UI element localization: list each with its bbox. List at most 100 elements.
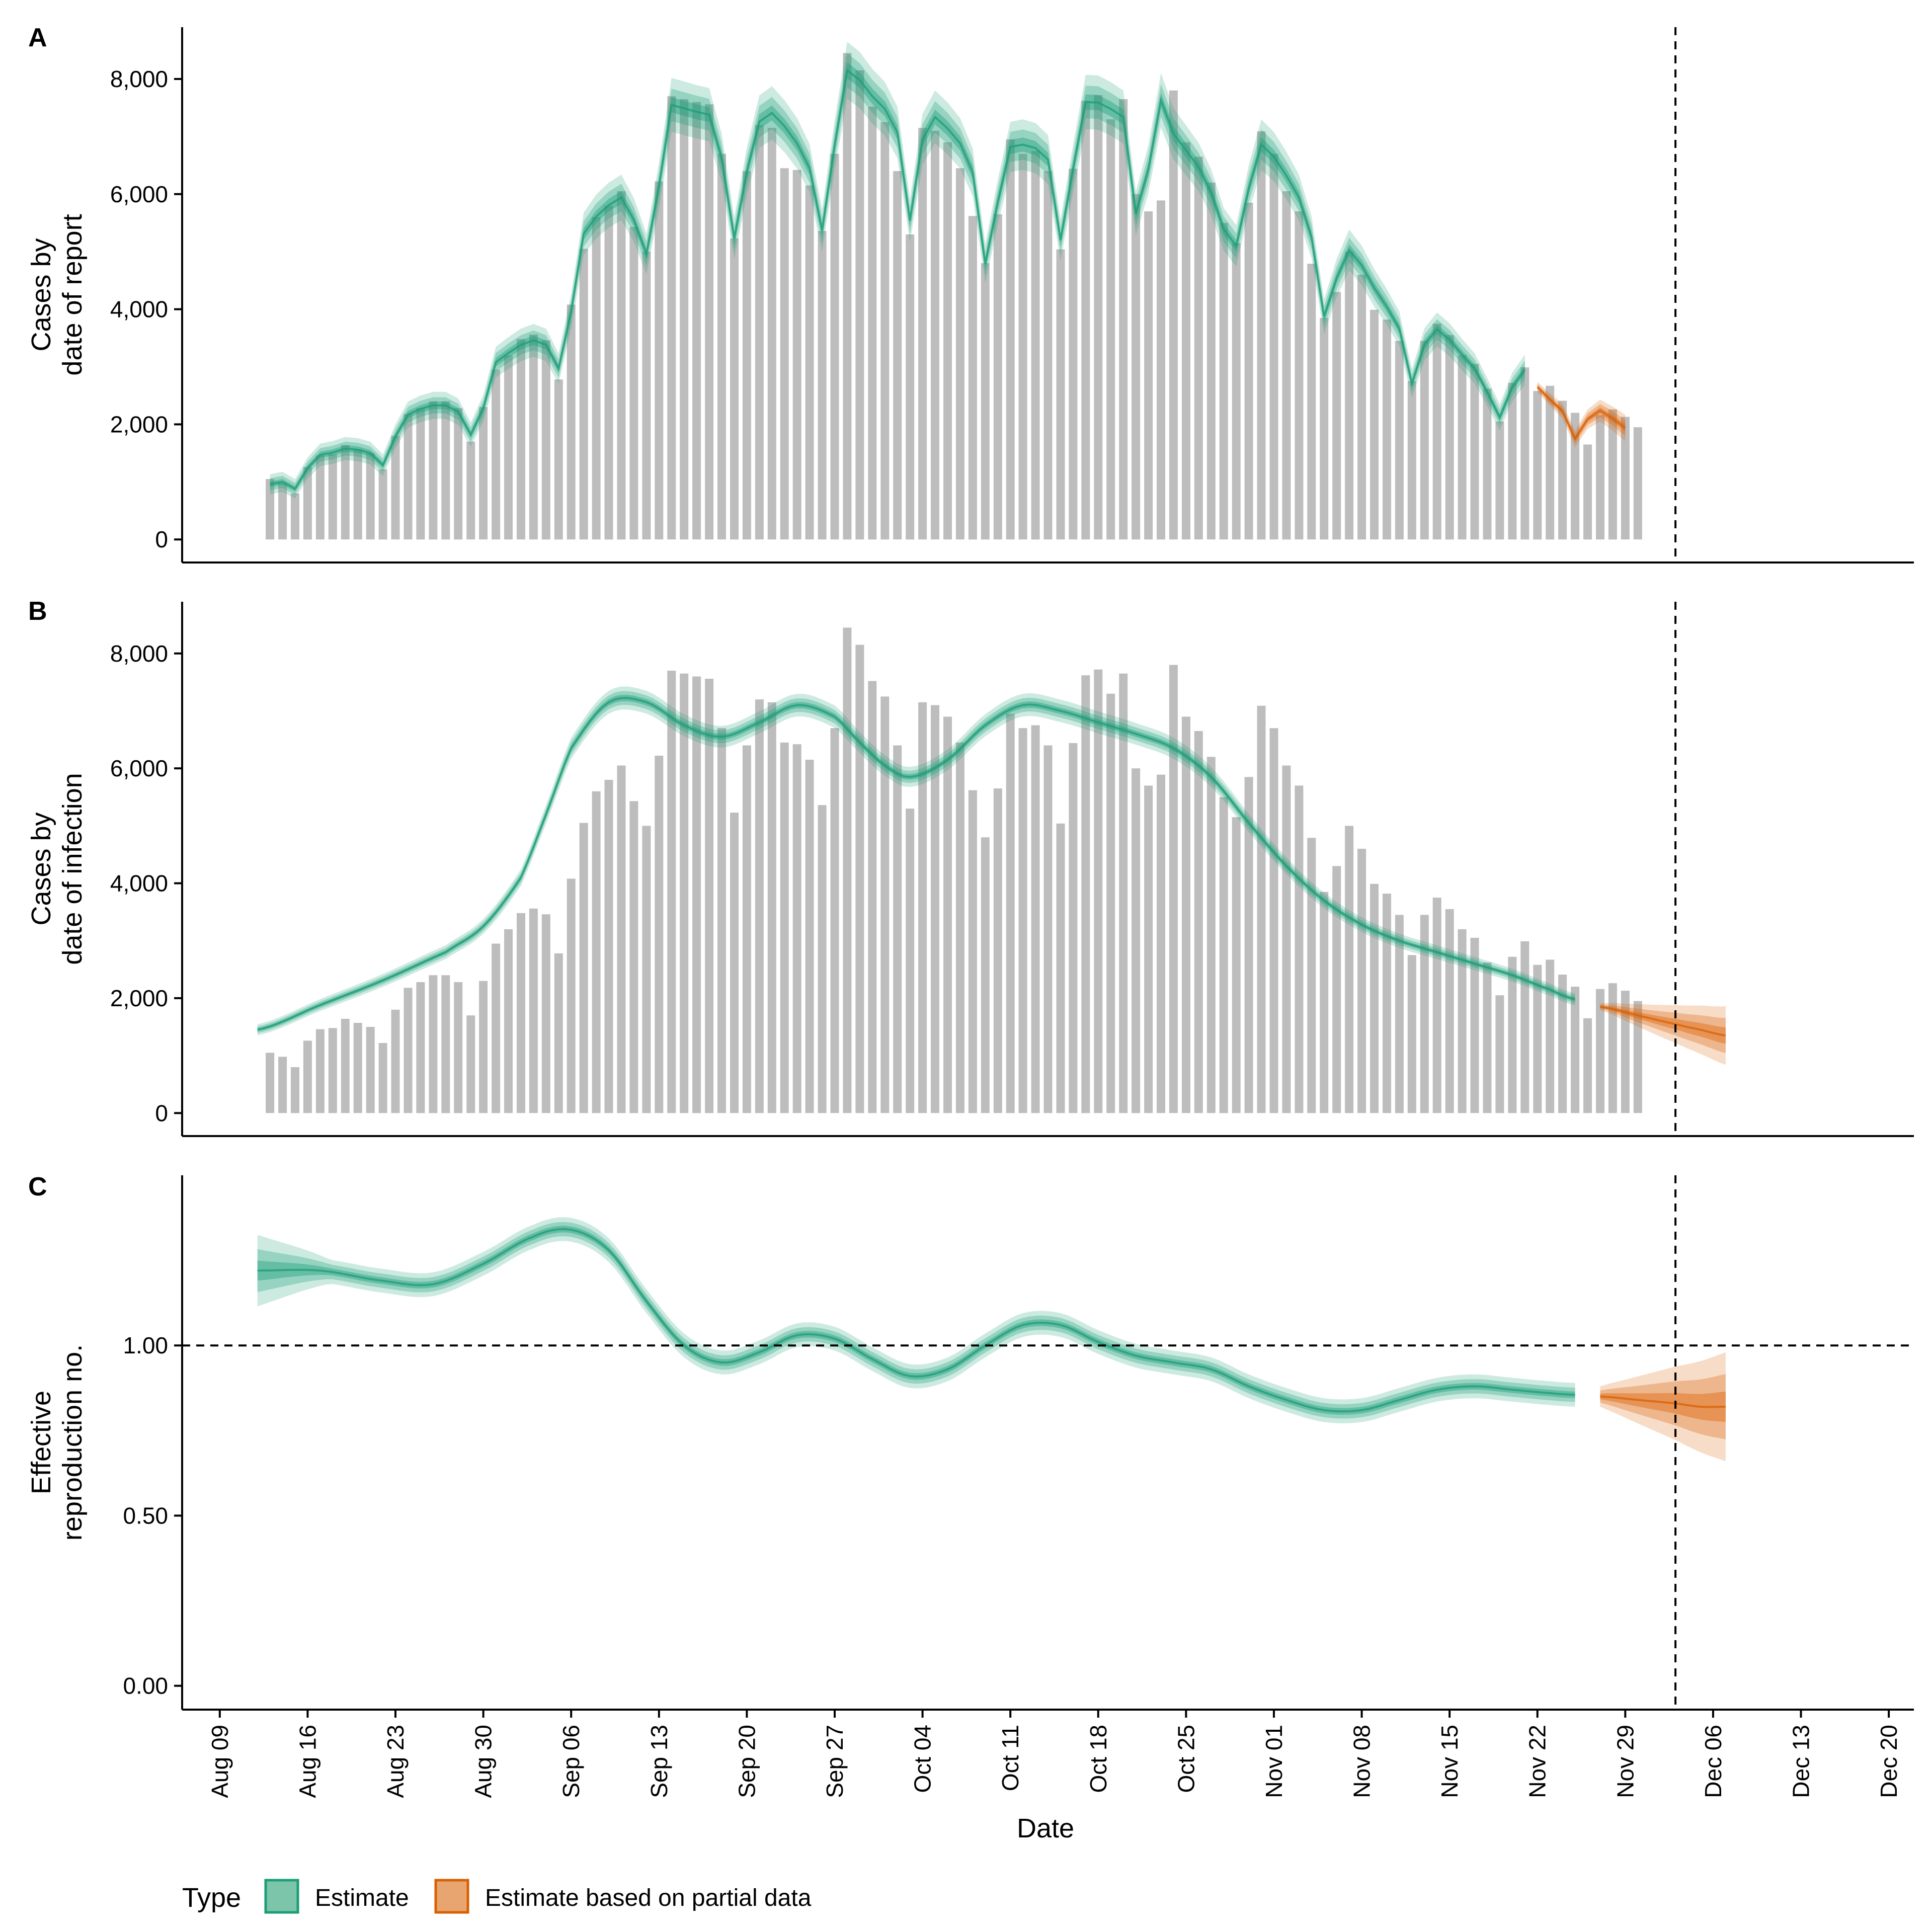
bar (1483, 388, 1492, 540)
bar (1621, 991, 1630, 1113)
x-tick-label: Oct 18 (1085, 1725, 1111, 1793)
bar (843, 53, 852, 540)
bar (1420, 915, 1429, 1113)
bar (341, 445, 350, 540)
x-tick-label: Oct 11 (997, 1725, 1023, 1791)
y-tick-label: 2,000 (110, 411, 168, 437)
bar (266, 479, 275, 540)
bar (1370, 883, 1379, 1113)
bar (504, 929, 513, 1113)
bar (1157, 200, 1165, 540)
y-axis-label-line: date of infection (57, 773, 88, 964)
partial-band-mid (1600, 1374, 1726, 1439)
bar (391, 1009, 400, 1113)
legend-label-partial: Estimate based on partial data (485, 1885, 812, 1911)
y-axis-label-line: Effective (26, 1391, 56, 1494)
bar (1432, 898, 1441, 1113)
bar (1345, 826, 1354, 1113)
bar (1395, 341, 1404, 540)
legend-label-estimate: Estimate (315, 1885, 409, 1911)
partial-median-line (1537, 386, 1626, 441)
bar (1608, 983, 1617, 1113)
bar (931, 130, 939, 540)
bar (1257, 705, 1266, 1113)
bar (1332, 866, 1341, 1113)
x-tick-label: Nov 15 (1436, 1725, 1463, 1798)
bar (981, 263, 990, 540)
bar (1608, 409, 1617, 540)
bar (1269, 153, 1278, 540)
bar (1383, 894, 1391, 1113)
bar (717, 728, 726, 1113)
bar (868, 681, 877, 1113)
bar (1043, 745, 1053, 1113)
bar (918, 128, 927, 540)
y-tick-label: 4,000 (110, 296, 168, 323)
bar (1445, 909, 1454, 1113)
x-tick-label: Aug 23 (382, 1725, 409, 1798)
bar (278, 1057, 287, 1113)
bar (906, 809, 915, 1113)
bar (1056, 823, 1065, 1113)
bar (1445, 335, 1454, 540)
bar (730, 238, 739, 540)
bar (504, 355, 513, 540)
bar (1295, 211, 1304, 540)
bar (943, 142, 952, 540)
bar (855, 645, 864, 1113)
bar (592, 791, 601, 1113)
bar (1583, 444, 1592, 540)
partial-band-outer (1600, 1003, 1726, 1065)
bar (1395, 915, 1404, 1113)
bar (1219, 797, 1228, 1113)
bar (291, 1067, 299, 1113)
bar (617, 191, 626, 540)
bar (968, 216, 977, 540)
y-tick-label: 6,000 (110, 755, 168, 781)
bar (1596, 415, 1604, 540)
estimate-median-line (257, 1228, 1575, 1413)
bar (1106, 693, 1115, 1113)
estimate-median-line (270, 68, 1526, 491)
bar (441, 975, 450, 1113)
bar (1069, 169, 1078, 540)
bar (441, 401, 450, 540)
bar (416, 982, 425, 1113)
bar (303, 467, 312, 540)
bar (1320, 317, 1329, 540)
x-tick-label: Aug 16 (294, 1725, 320, 1798)
bar (554, 953, 563, 1113)
bar (667, 96, 676, 540)
legend-title: Type (182, 1883, 241, 1913)
bar (315, 1029, 325, 1113)
partial-band-mid (1537, 383, 1626, 444)
bar (1257, 131, 1266, 540)
bar (529, 908, 538, 1113)
bar (993, 214, 1002, 540)
bar (1232, 817, 1241, 1113)
bar (1232, 243, 1241, 540)
bar (517, 339, 525, 540)
y-axis-label-line: Cases by (26, 812, 56, 925)
bar (792, 744, 801, 1113)
bar (454, 408, 463, 540)
y-tick-label: 8,000 (110, 640, 168, 667)
bar (1583, 1018, 1592, 1113)
bar (1069, 743, 1078, 1113)
x-tick-label: Dec 06 (1700, 1725, 1726, 1798)
bar (416, 408, 425, 540)
bar (466, 441, 475, 540)
partial-band-inner (1600, 1006, 1726, 1044)
bar (906, 234, 915, 540)
bar (1407, 955, 1416, 1113)
bar (755, 125, 764, 540)
bar (579, 823, 588, 1113)
bar (1520, 367, 1530, 540)
bar (1219, 223, 1228, 540)
bar (266, 1053, 275, 1113)
bar (767, 128, 776, 540)
x-tick-label: Nov 08 (1349, 1725, 1375, 1798)
bar (818, 231, 827, 540)
bar (315, 455, 325, 540)
bar (1119, 99, 1128, 540)
